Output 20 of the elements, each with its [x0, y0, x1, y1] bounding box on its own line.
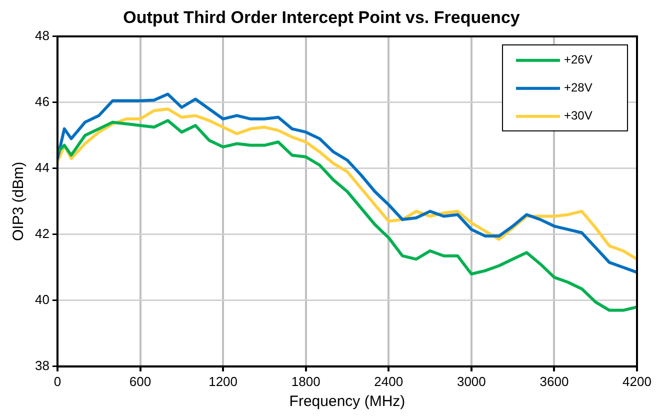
x-tick-label: 2400: [374, 374, 404, 389]
x-tick-label: 3000: [456, 374, 486, 389]
legend-label: +30V: [564, 108, 592, 123]
x-axis-title: Frequency (MHz): [289, 393, 406, 410]
y-tick-label: 40: [34, 292, 50, 307]
x-tick-label: 3600: [540, 374, 569, 389]
y-tick-label: 38: [34, 358, 50, 373]
y-tick-label: 44: [34, 160, 50, 175]
x-tick-label: 4200: [622, 374, 652, 389]
y-tick-label: 46: [34, 94, 50, 109]
y-axis-title: OIP3 (dBm): [10, 162, 28, 241]
chart-title: Output Third Order Intercept Point vs. Frequency: [123, 8, 520, 27]
y-tick-label: 42: [34, 226, 50, 241]
x-tick-label: 0: [54, 374, 62, 389]
legend-label: +26V: [564, 52, 592, 67]
x-tick-label: 1200: [208, 374, 238, 389]
x-tick-label: 600: [129, 374, 152, 389]
y-tick-label: 48: [34, 28, 50, 43]
legend-label: +28V: [564, 80, 592, 95]
x-tick-label: 1800: [291, 374, 320, 389]
